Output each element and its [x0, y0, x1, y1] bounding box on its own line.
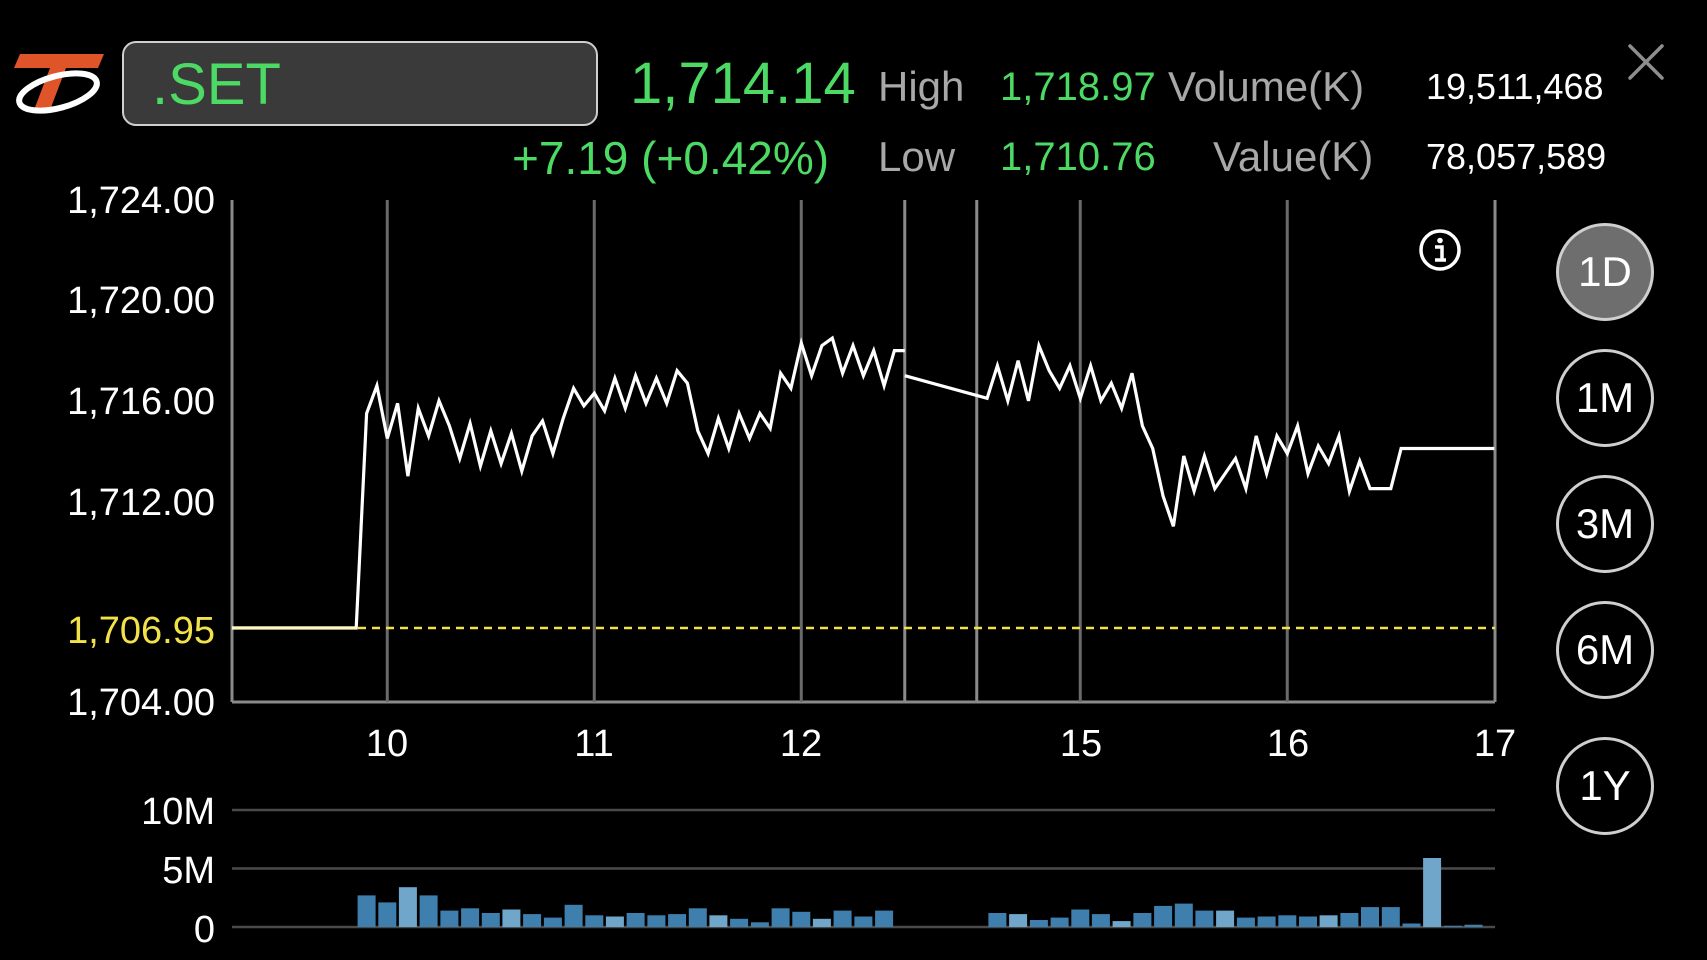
volume-bar [688, 908, 707, 927]
volume-y-tick-label: 0 [194, 909, 215, 951]
volume-bar [771, 908, 790, 927]
volume-bar [1278, 915, 1297, 927]
volume-bar [647, 915, 666, 927]
volume-bar [1402, 923, 1421, 927]
volume-bar [1464, 924, 1483, 927]
volume-bar [461, 908, 480, 927]
volume-bar [523, 914, 542, 927]
app-logo [14, 54, 104, 114]
volume-bar [1381, 907, 1400, 927]
volume-bar [988, 913, 1007, 927]
close-icon[interactable] [1624, 40, 1668, 84]
volume-bar [378, 902, 397, 927]
x-tick-label: 11 [574, 723, 613, 765]
symbol-search-box[interactable]: .SET [122, 41, 598, 126]
volume-bar [1091, 914, 1110, 927]
y-tick-label: 1,724.00 [67, 180, 215, 222]
y-tick-label: 1,704.00 [67, 682, 215, 724]
volume-bar [854, 916, 873, 927]
volume-bar [668, 914, 687, 927]
volume-bar [750, 922, 769, 927]
volume-bar [1071, 909, 1090, 928]
prev-close-label: 1,706.95 [67, 610, 215, 652]
volume-bar [398, 887, 417, 927]
volume-bar [875, 910, 894, 927]
volume-bar [585, 915, 604, 927]
period-1m-button[interactable]: 1M [1556, 349, 1654, 447]
y-tick-label: 1,716.00 [67, 381, 215, 423]
volume-bar [440, 910, 459, 927]
price-line-session-2 [904, 339, 1495, 527]
x-tick-label: 10 [366, 723, 408, 765]
volume-bar [1050, 917, 1069, 927]
high-value: 1,718.97 [1000, 65, 1156, 109]
volume-bar [502, 909, 521, 928]
volume-bar [1195, 910, 1214, 927]
symbol-text: .SET [152, 52, 281, 117]
high-label: High [878, 63, 965, 110]
volume-bar [1423, 858, 1442, 927]
volume-bar [1340, 913, 1359, 927]
volume-bar [730, 918, 749, 927]
low-label: Low [878, 133, 956, 180]
volume-bar [1319, 915, 1338, 927]
volume-bar [812, 918, 831, 927]
volume-bar [1299, 916, 1317, 927]
volume-bar [626, 913, 645, 927]
last-price: 1,714.14 [630, 51, 856, 116]
volume-bar [357, 895, 376, 927]
volume-bar [1257, 916, 1276, 927]
volume-bar [709, 915, 728, 927]
y-tick-label: 1,712.00 [67, 482, 215, 524]
y-tick-label: 1,720.00 [67, 280, 215, 322]
value-value: 78,057,589 [1426, 136, 1607, 177]
volume-bar [1154, 905, 1173, 927]
info-icon[interactable] [1418, 228, 1462, 272]
x-tick-label: 17 [1474, 723, 1516, 765]
volume-bar [1216, 910, 1235, 927]
x-tick-label: 12 [780, 723, 822, 765]
volume-bar [1361, 907, 1379, 927]
volume-bar [419, 895, 438, 927]
volume-bar [1174, 903, 1193, 927]
period-1y-button[interactable]: 1Y [1556, 737, 1654, 835]
value-label: Value(K) [1213, 133, 1374, 180]
volume-bar [792, 911, 811, 927]
low-value: 1,710.76 [1000, 135, 1156, 179]
period-1d-button[interactable]: 1D [1556, 223, 1654, 321]
volume-bar [1029, 920, 1048, 927]
volume-bar [833, 910, 852, 927]
volume-bar [1009, 914, 1028, 927]
volume-bar [543, 917, 562, 927]
volume-value: 19,511,468 [1426, 66, 1604, 107]
price-line-session-1 [232, 335, 905, 630]
period-3m-button[interactable]: 3M [1556, 475, 1654, 573]
volume-y-tick-label: 10M [141, 791, 215, 833]
x-tick-label: 15 [1060, 723, 1102, 765]
volume-label: Volume(K) [1168, 63, 1365, 110]
x-tick-label: 16 [1267, 723, 1309, 765]
volume-y-tick-label: 5M [162, 850, 215, 892]
volume-bar [1133, 913, 1152, 927]
volume-bar [1443, 925, 1462, 927]
volume-bar [1236, 917, 1255, 927]
price-change: +7.19 (+0.42%) [512, 132, 830, 184]
volume-bar [481, 913, 500, 927]
volume-bar [605, 916, 624, 927]
volume-bar [1112, 921, 1131, 927]
period-6m-button[interactable]: 6M [1556, 601, 1654, 699]
volume-bar [564, 904, 583, 927]
